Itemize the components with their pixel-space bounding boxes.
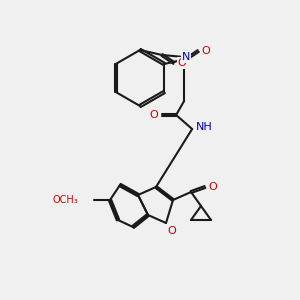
Text: NH: NH — [196, 122, 212, 132]
Text: N: N — [182, 52, 190, 62]
Text: O: O — [208, 182, 217, 192]
Text: OCH₃: OCH₃ — [52, 195, 78, 205]
Text: O: O — [202, 46, 211, 56]
Text: O: O — [178, 58, 186, 68]
Text: O: O — [150, 110, 158, 120]
Text: O: O — [168, 226, 176, 236]
